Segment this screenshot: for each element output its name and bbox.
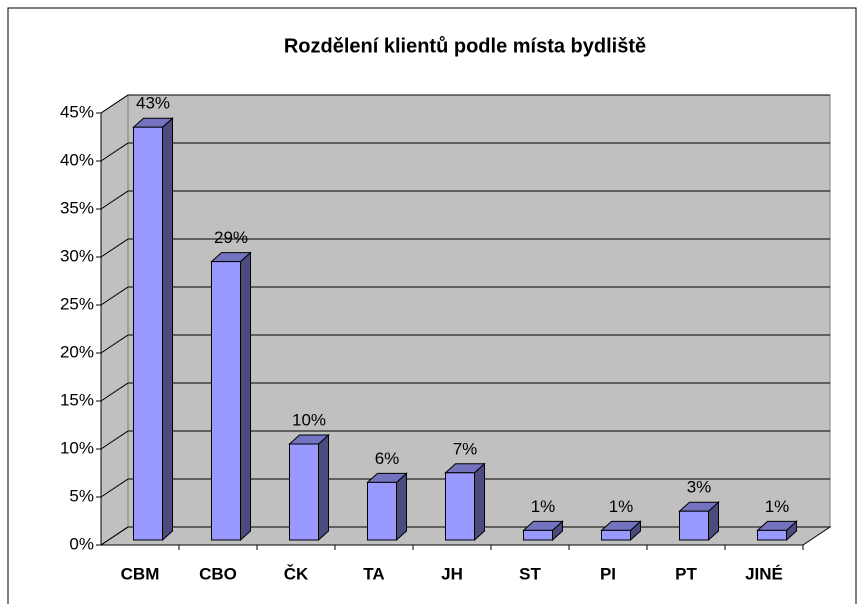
bar-side — [318, 433, 329, 542]
x-tick-label: ST — [519, 564, 541, 583]
grid-line — [100, 94, 830, 114]
side-wall — [100, 94, 129, 546]
bar — [679, 510, 709, 541]
value-label: 3% — [687, 478, 712, 497]
grid-line — [100, 238, 830, 258]
grid-line — [100, 430, 830, 450]
grid-line — [100, 190, 830, 210]
y-tick-label: 25% — [60, 294, 94, 313]
x-tick-label: JH — [441, 564, 463, 583]
bar — [445, 472, 475, 541]
bar-side — [396, 472, 407, 542]
bar — [367, 481, 397, 541]
y-tick-label: 35% — [60, 198, 94, 217]
bar-side — [474, 462, 485, 542]
y-tick-label: 5% — [69, 486, 94, 505]
bar — [757, 529, 787, 541]
grid-line — [100, 526, 830, 546]
value-label: 10% — [292, 410, 326, 429]
y-tick-label: 0% — [69, 534, 94, 553]
value-label: 43% — [136, 94, 170, 113]
grid-line — [100, 142, 830, 162]
value-label: 1% — [609, 497, 634, 516]
value-label: 7% — [453, 439, 478, 458]
y-tick-label: 10% — [60, 438, 94, 457]
bar-side — [162, 117, 173, 542]
x-tick-label: ČK — [284, 564, 309, 583]
bar — [523, 529, 553, 541]
x-tick-label: PT — [675, 564, 697, 583]
bar-side — [240, 251, 251, 542]
grid-line — [100, 382, 830, 402]
y-tick-label: 45% — [60, 102, 94, 121]
x-tick-label: CBM — [121, 564, 160, 583]
value-label: 29% — [214, 228, 248, 247]
y-tick-label: 30% — [60, 246, 94, 265]
value-label: 1% — [531, 497, 556, 516]
x-tick-label: PI — [600, 564, 616, 583]
bar — [133, 126, 163, 541]
grid-line — [100, 478, 830, 498]
y-tick-label: 15% — [60, 390, 94, 409]
bar — [601, 529, 631, 541]
grid-line — [100, 334, 830, 354]
value-label: 1% — [765, 497, 790, 516]
bar — [289, 443, 319, 541]
x-tick-label: CBO — [199, 564, 237, 583]
bar — [211, 261, 241, 541]
x-tick-label: JINÉ — [745, 564, 783, 583]
y-tick-label: 40% — [60, 150, 94, 169]
chart-title: Rozdělení klientů podle místa bydliště — [284, 35, 646, 57]
y-tick-label: 20% — [60, 342, 94, 361]
x-tick-label: TA — [363, 564, 384, 583]
value-label: 6% — [375, 449, 400, 468]
grid-line — [100, 286, 830, 306]
